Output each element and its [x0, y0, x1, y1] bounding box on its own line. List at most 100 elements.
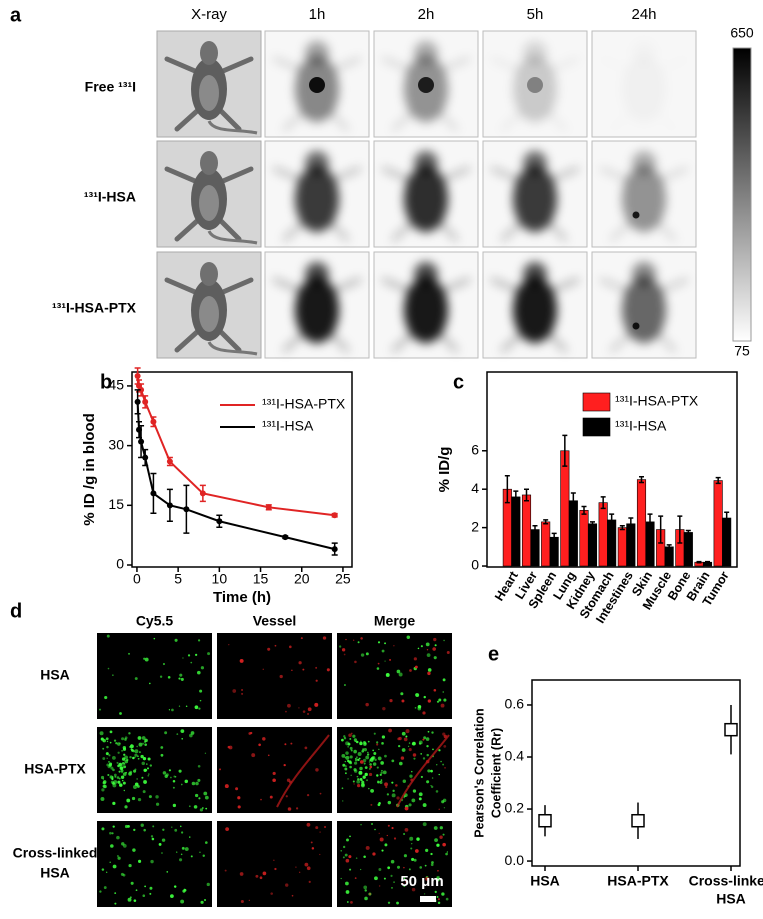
- fluorescence-dot: [367, 751, 369, 754]
- fluorescence-dot: [439, 826, 443, 830]
- fluorescence-dot: [133, 899, 137, 902]
- fluorescence-dot: [382, 706, 386, 711]
- fluorescence-dot: [148, 773, 150, 775]
- fluorescence-dot: [106, 757, 108, 759]
- column-header: 1h: [309, 6, 326, 23]
- fluorescence-dot: [174, 776, 177, 778]
- micrograph: [217, 633, 332, 719]
- data-point: [216, 518, 223, 525]
- fluorescence-dot: [178, 769, 182, 773]
- fluorescence-dot: [172, 803, 177, 808]
- column-header: Cy5.5: [136, 613, 174, 629]
- fluorescence-dot: [272, 771, 276, 776]
- fluorescence-dot: [134, 768, 137, 771]
- fluorescence-dot: [361, 779, 363, 782]
- fluorescence-dot: [443, 744, 447, 748]
- fluorescence-dot: [118, 777, 121, 780]
- signal-head: [414, 262, 438, 286]
- fluorescence-dot: [365, 845, 370, 850]
- fluorescence-dot: [355, 756, 358, 759]
- fluorescence-dot: [274, 867, 277, 871]
- image-cell: [264, 30, 370, 138]
- fluorescence-dot: [356, 779, 361, 784]
- row-label: HSA: [40, 865, 70, 881]
- fluorescence-dot: [426, 744, 429, 748]
- fluorescence-dot: [180, 729, 185, 734]
- signal-head: [632, 151, 656, 175]
- scale-bar: [420, 896, 436, 902]
- fluorescence-dot: [352, 780, 355, 783]
- fluorescence-dot: [308, 880, 311, 883]
- bar: [568, 500, 578, 567]
- mouse-head: [200, 41, 218, 65]
- fluorescence-dot: [124, 755, 129, 760]
- fluorescence-dot: [199, 808, 204, 812]
- y-tick-label: 30: [108, 436, 124, 452]
- fluorescence-dot: [378, 868, 382, 871]
- image-cell: [156, 30, 262, 138]
- fluorescence-dot: [432, 647, 436, 651]
- fluorescence-dot: [369, 763, 372, 766]
- fluorescence-dot: [199, 699, 202, 702]
- fluorescence-dot: [180, 853, 183, 856]
- fluorescence-dot: [350, 732, 353, 735]
- fluorescence-dot: [367, 740, 370, 743]
- fluorescence-dot: [411, 743, 414, 745]
- fluorescence-dot: [119, 712, 122, 715]
- fluorescence-dot: [368, 772, 373, 777]
- fluorescence-dot: [106, 745, 109, 749]
- micrograph: [97, 727, 212, 813]
- signal-body: [622, 277, 666, 343]
- legend-swatch: [582, 392, 611, 412]
- panel-label: e: [488, 643, 499, 665]
- fluorescence-dot: [360, 782, 365, 787]
- fluorescence-dot: [112, 825, 115, 828]
- fluorescence-dot: [197, 639, 201, 642]
- signal-body: [513, 56, 557, 122]
- fluorescence-dot: [141, 761, 146, 766]
- fluorescence-dot: [376, 667, 380, 670]
- fluorescence-dot: [228, 643, 230, 646]
- fluorescence-dot: [202, 854, 205, 857]
- fluorescence-dot: [363, 885, 368, 890]
- fluorescence-dot: [197, 764, 201, 768]
- y-axis-label: Pearson's Correlation: [472, 708, 486, 837]
- bar: [587, 523, 598, 567]
- fluorescence-dot: [344, 853, 348, 857]
- mouse-tail: [207, 230, 258, 245]
- fluorescence-dot: [418, 742, 422, 745]
- fluorescence-dot: [319, 792, 322, 795]
- fluorescence-dot: [260, 798, 262, 801]
- fluorescence-dot: [106, 634, 110, 638]
- error-bar: [581, 505, 587, 515]
- fluorescence-dot: [420, 775, 423, 779]
- fluorescence-dot: [360, 653, 365, 657]
- fluorescence-dot: [284, 743, 287, 746]
- fluorescence-dot: [357, 751, 362, 756]
- fluorescence-dot: [111, 832, 114, 835]
- signal-head: [305, 41, 329, 65]
- fluorescence-dot: [377, 803, 381, 807]
- fluorescence-dot: [343, 735, 346, 738]
- fluorescence-dot: [438, 773, 440, 776]
- fluorescence-dot: [396, 865, 401, 869]
- fluorescence-dot: [392, 789, 395, 793]
- scan-signal: [491, 151, 579, 241]
- fluorescence-dot: [283, 763, 286, 767]
- fluorescence-dot: [363, 747, 367, 752]
- fluorescence-dot: [443, 639, 445, 642]
- fluorescence-dot: [384, 660, 386, 662]
- fluorescence-dot: [285, 883, 289, 887]
- fluorescence-dot: [341, 754, 346, 758]
- fluorescence-dot: [344, 772, 347, 775]
- fluorescence-dot: [124, 759, 129, 764]
- micrograph: [97, 821, 212, 907]
- fluorescence-dot: [144, 768, 148, 772]
- fluorescence-dot: [295, 807, 299, 810]
- fluorescence-dot: [376, 774, 379, 777]
- fluorescence-dot: [206, 882, 210, 887]
- fluorescence-dot: [142, 742, 145, 745]
- fluorescence-dot: [355, 740, 359, 744]
- fluorescence-dot: [187, 654, 191, 657]
- fluorescence-dot: [407, 745, 410, 747]
